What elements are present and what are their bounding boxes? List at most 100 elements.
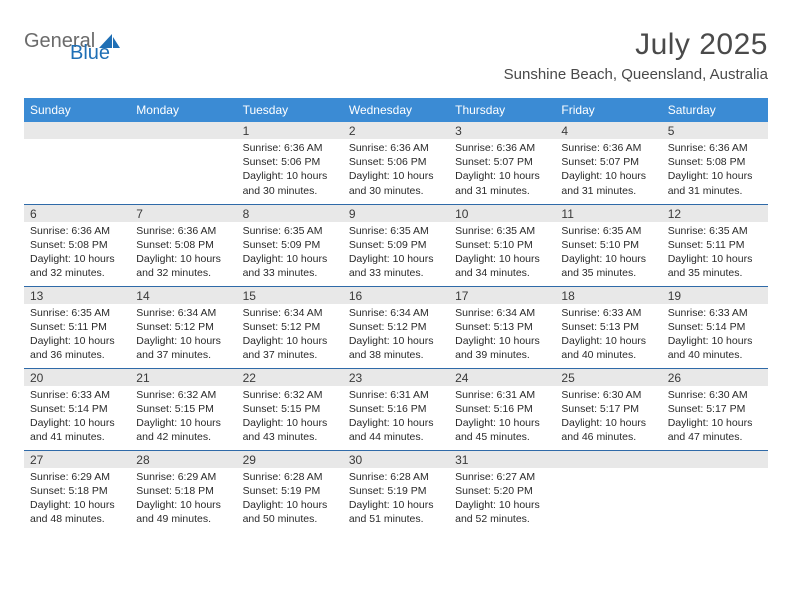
day-number: 6 — [24, 205, 130, 222]
day-number: 23 — [343, 369, 449, 386]
day-details: Sunrise: 6:29 AMSunset: 5:18 PMDaylight:… — [24, 468, 130, 531]
day-number: 5 — [662, 122, 768, 139]
calendar-day-cell: 13Sunrise: 6:35 AMSunset: 5:11 PMDayligh… — [24, 286, 130, 368]
calendar-day-cell: 15Sunrise: 6:34 AMSunset: 5:12 PMDayligh… — [237, 286, 343, 368]
day-details: Sunrise: 6:33 AMSunset: 5:13 PMDaylight:… — [555, 304, 661, 367]
day-details: Sunrise: 6:35 AMSunset: 5:10 PMDaylight:… — [449, 222, 555, 285]
day-details: Sunrise: 6:31 AMSunset: 5:16 PMDaylight:… — [449, 386, 555, 449]
weekday-header: Thursday — [449, 98, 555, 122]
calendar-week-row: 13Sunrise: 6:35 AMSunset: 5:11 PMDayligh… — [24, 286, 768, 368]
day-details: Sunrise: 6:30 AMSunset: 5:17 PMDaylight:… — [662, 386, 768, 449]
day-details: Sunrise: 6:36 AMSunset: 5:08 PMDaylight:… — [662, 139, 768, 202]
day-details: Sunrise: 6:34 AMSunset: 5:13 PMDaylight:… — [449, 304, 555, 367]
day-number: 4 — [555, 122, 661, 139]
day-details: Sunrise: 6:35 AMSunset: 5:10 PMDaylight:… — [555, 222, 661, 285]
calendar-day-cell: 12Sunrise: 6:35 AMSunset: 5:11 PMDayligh… — [662, 204, 768, 286]
calendar-day-cell: 8Sunrise: 6:35 AMSunset: 5:09 PMDaylight… — [237, 204, 343, 286]
calendar-empty-cell — [555, 450, 661, 532]
calendar-day-cell: 11Sunrise: 6:35 AMSunset: 5:10 PMDayligh… — [555, 204, 661, 286]
weekday-header: Sunday — [24, 98, 130, 122]
day-number: 15 — [237, 287, 343, 304]
calendar-day-cell: 5Sunrise: 6:36 AMSunset: 5:08 PMDaylight… — [662, 122, 768, 204]
day-number: 30 — [343, 451, 449, 468]
day-details: Sunrise: 6:28 AMSunset: 5:19 PMDaylight:… — [237, 468, 343, 531]
calendar-day-cell: 29Sunrise: 6:28 AMSunset: 5:19 PMDayligh… — [237, 450, 343, 532]
location-subtitle: Sunshine Beach, Queensland, Australia — [504, 66, 768, 83]
title-block: July 2025 Sunshine Beach, Queensland, Au… — [504, 28, 768, 83]
day-details: Sunrise: 6:35 AMSunset: 5:09 PMDaylight:… — [343, 222, 449, 285]
day-number: 27 — [24, 451, 130, 468]
day-details: Sunrise: 6:36 AMSunset: 5:06 PMDaylight:… — [237, 139, 343, 202]
calendar-empty-cell — [662, 450, 768, 532]
day-details: Sunrise: 6:30 AMSunset: 5:17 PMDaylight:… — [555, 386, 661, 449]
calendar-day-cell: 21Sunrise: 6:32 AMSunset: 5:15 PMDayligh… — [130, 368, 236, 450]
day-number: 21 — [130, 369, 236, 386]
weekday-header: Monday — [130, 98, 236, 122]
day-number: 3 — [449, 122, 555, 139]
day-number: 10 — [449, 205, 555, 222]
calendar-day-cell: 25Sunrise: 6:30 AMSunset: 5:17 PMDayligh… — [555, 368, 661, 450]
calendar-day-cell: 14Sunrise: 6:34 AMSunset: 5:12 PMDayligh… — [130, 286, 236, 368]
day-number: 18 — [555, 287, 661, 304]
calendar-empty-cell — [130, 122, 236, 204]
day-number: 17 — [449, 287, 555, 304]
day-number: 12 — [662, 205, 768, 222]
day-details: Sunrise: 6:36 AMSunset: 5:06 PMDaylight:… — [343, 139, 449, 202]
day-details: Sunrise: 6:33 AMSunset: 5:14 PMDaylight:… — [24, 386, 130, 449]
day-details: Sunrise: 6:36 AMSunset: 5:08 PMDaylight:… — [130, 222, 236, 285]
day-number: 13 — [24, 287, 130, 304]
weekday-header: Wednesday — [343, 98, 449, 122]
calendar-day-cell: 18Sunrise: 6:33 AMSunset: 5:13 PMDayligh… — [555, 286, 661, 368]
day-details: Sunrise: 6:34 AMSunset: 5:12 PMDaylight:… — [130, 304, 236, 367]
day-details: Sunrise: 6:35 AMSunset: 5:11 PMDaylight:… — [662, 222, 768, 285]
calendar-table: SundayMondayTuesdayWednesdayThursdayFrid… — [24, 98, 768, 532]
calendar-day-cell: 30Sunrise: 6:28 AMSunset: 5:19 PMDayligh… — [343, 450, 449, 532]
day-number: 7 — [130, 205, 236, 222]
weekday-header: Tuesday — [237, 98, 343, 122]
day-number: 29 — [237, 451, 343, 468]
page-title: July 2025 — [504, 28, 768, 62]
calendar-day-cell: 26Sunrise: 6:30 AMSunset: 5:17 PMDayligh… — [662, 368, 768, 450]
day-details: Sunrise: 6:33 AMSunset: 5:14 PMDaylight:… — [662, 304, 768, 367]
day-details: Sunrise: 6:34 AMSunset: 5:12 PMDaylight:… — [343, 304, 449, 367]
day-number: 24 — [449, 369, 555, 386]
calendar-empty-cell — [24, 122, 130, 204]
calendar-day-cell: 19Sunrise: 6:33 AMSunset: 5:14 PMDayligh… — [662, 286, 768, 368]
calendar-day-cell: 6Sunrise: 6:36 AMSunset: 5:08 PMDaylight… — [24, 204, 130, 286]
day-details: Sunrise: 6:35 AMSunset: 5:09 PMDaylight:… — [237, 222, 343, 285]
day-number: 31 — [449, 451, 555, 468]
calendar-day-cell: 24Sunrise: 6:31 AMSunset: 5:16 PMDayligh… — [449, 368, 555, 450]
calendar-day-cell: 28Sunrise: 6:29 AMSunset: 5:18 PMDayligh… — [130, 450, 236, 532]
day-details: Sunrise: 6:29 AMSunset: 5:18 PMDaylight:… — [130, 468, 236, 531]
calendar-day-cell: 4Sunrise: 6:36 AMSunset: 5:07 PMDaylight… — [555, 122, 661, 204]
day-number: 28 — [130, 451, 236, 468]
calendar-day-cell: 1Sunrise: 6:36 AMSunset: 5:06 PMDaylight… — [237, 122, 343, 204]
weekday-header: Saturday — [662, 98, 768, 122]
calendar-week-row: 6Sunrise: 6:36 AMSunset: 5:08 PMDaylight… — [24, 204, 768, 286]
calendar-day-cell: 3Sunrise: 6:36 AMSunset: 5:07 PMDaylight… — [449, 122, 555, 204]
day-number: 20 — [24, 369, 130, 386]
calendar-day-cell: 17Sunrise: 6:34 AMSunset: 5:13 PMDayligh… — [449, 286, 555, 368]
calendar-day-cell: 7Sunrise: 6:36 AMSunset: 5:08 PMDaylight… — [130, 204, 236, 286]
weekday-header: Friday — [555, 98, 661, 122]
calendar-day-cell: 10Sunrise: 6:35 AMSunset: 5:10 PMDayligh… — [449, 204, 555, 286]
day-number: 8 — [237, 205, 343, 222]
day-number: 11 — [555, 205, 661, 222]
calendar-day-cell: 16Sunrise: 6:34 AMSunset: 5:12 PMDayligh… — [343, 286, 449, 368]
calendar-day-cell: 22Sunrise: 6:32 AMSunset: 5:15 PMDayligh… — [237, 368, 343, 450]
day-details: Sunrise: 6:36 AMSunset: 5:08 PMDaylight:… — [24, 222, 130, 285]
calendar-day-cell: 27Sunrise: 6:29 AMSunset: 5:18 PMDayligh… — [24, 450, 130, 532]
day-details: Sunrise: 6:28 AMSunset: 5:19 PMDaylight:… — [343, 468, 449, 531]
day-details: Sunrise: 6:36 AMSunset: 5:07 PMDaylight:… — [555, 139, 661, 202]
calendar-day-cell: 9Sunrise: 6:35 AMSunset: 5:09 PMDaylight… — [343, 204, 449, 286]
calendar-header-row: SundayMondayTuesdayWednesdayThursdayFrid… — [24, 98, 768, 122]
calendar-week-row: 20Sunrise: 6:33 AMSunset: 5:14 PMDayligh… — [24, 368, 768, 450]
calendar-day-cell: 23Sunrise: 6:31 AMSunset: 5:16 PMDayligh… — [343, 368, 449, 450]
calendar-day-cell: 20Sunrise: 6:33 AMSunset: 5:14 PMDayligh… — [24, 368, 130, 450]
calendar-week-row: 27Sunrise: 6:29 AMSunset: 5:18 PMDayligh… — [24, 450, 768, 532]
day-number: 2 — [343, 122, 449, 139]
day-details: Sunrise: 6:32 AMSunset: 5:15 PMDaylight:… — [130, 386, 236, 449]
day-details: Sunrise: 6:32 AMSunset: 5:15 PMDaylight:… — [237, 386, 343, 449]
day-details: Sunrise: 6:36 AMSunset: 5:07 PMDaylight:… — [449, 139, 555, 202]
day-number: 16 — [343, 287, 449, 304]
